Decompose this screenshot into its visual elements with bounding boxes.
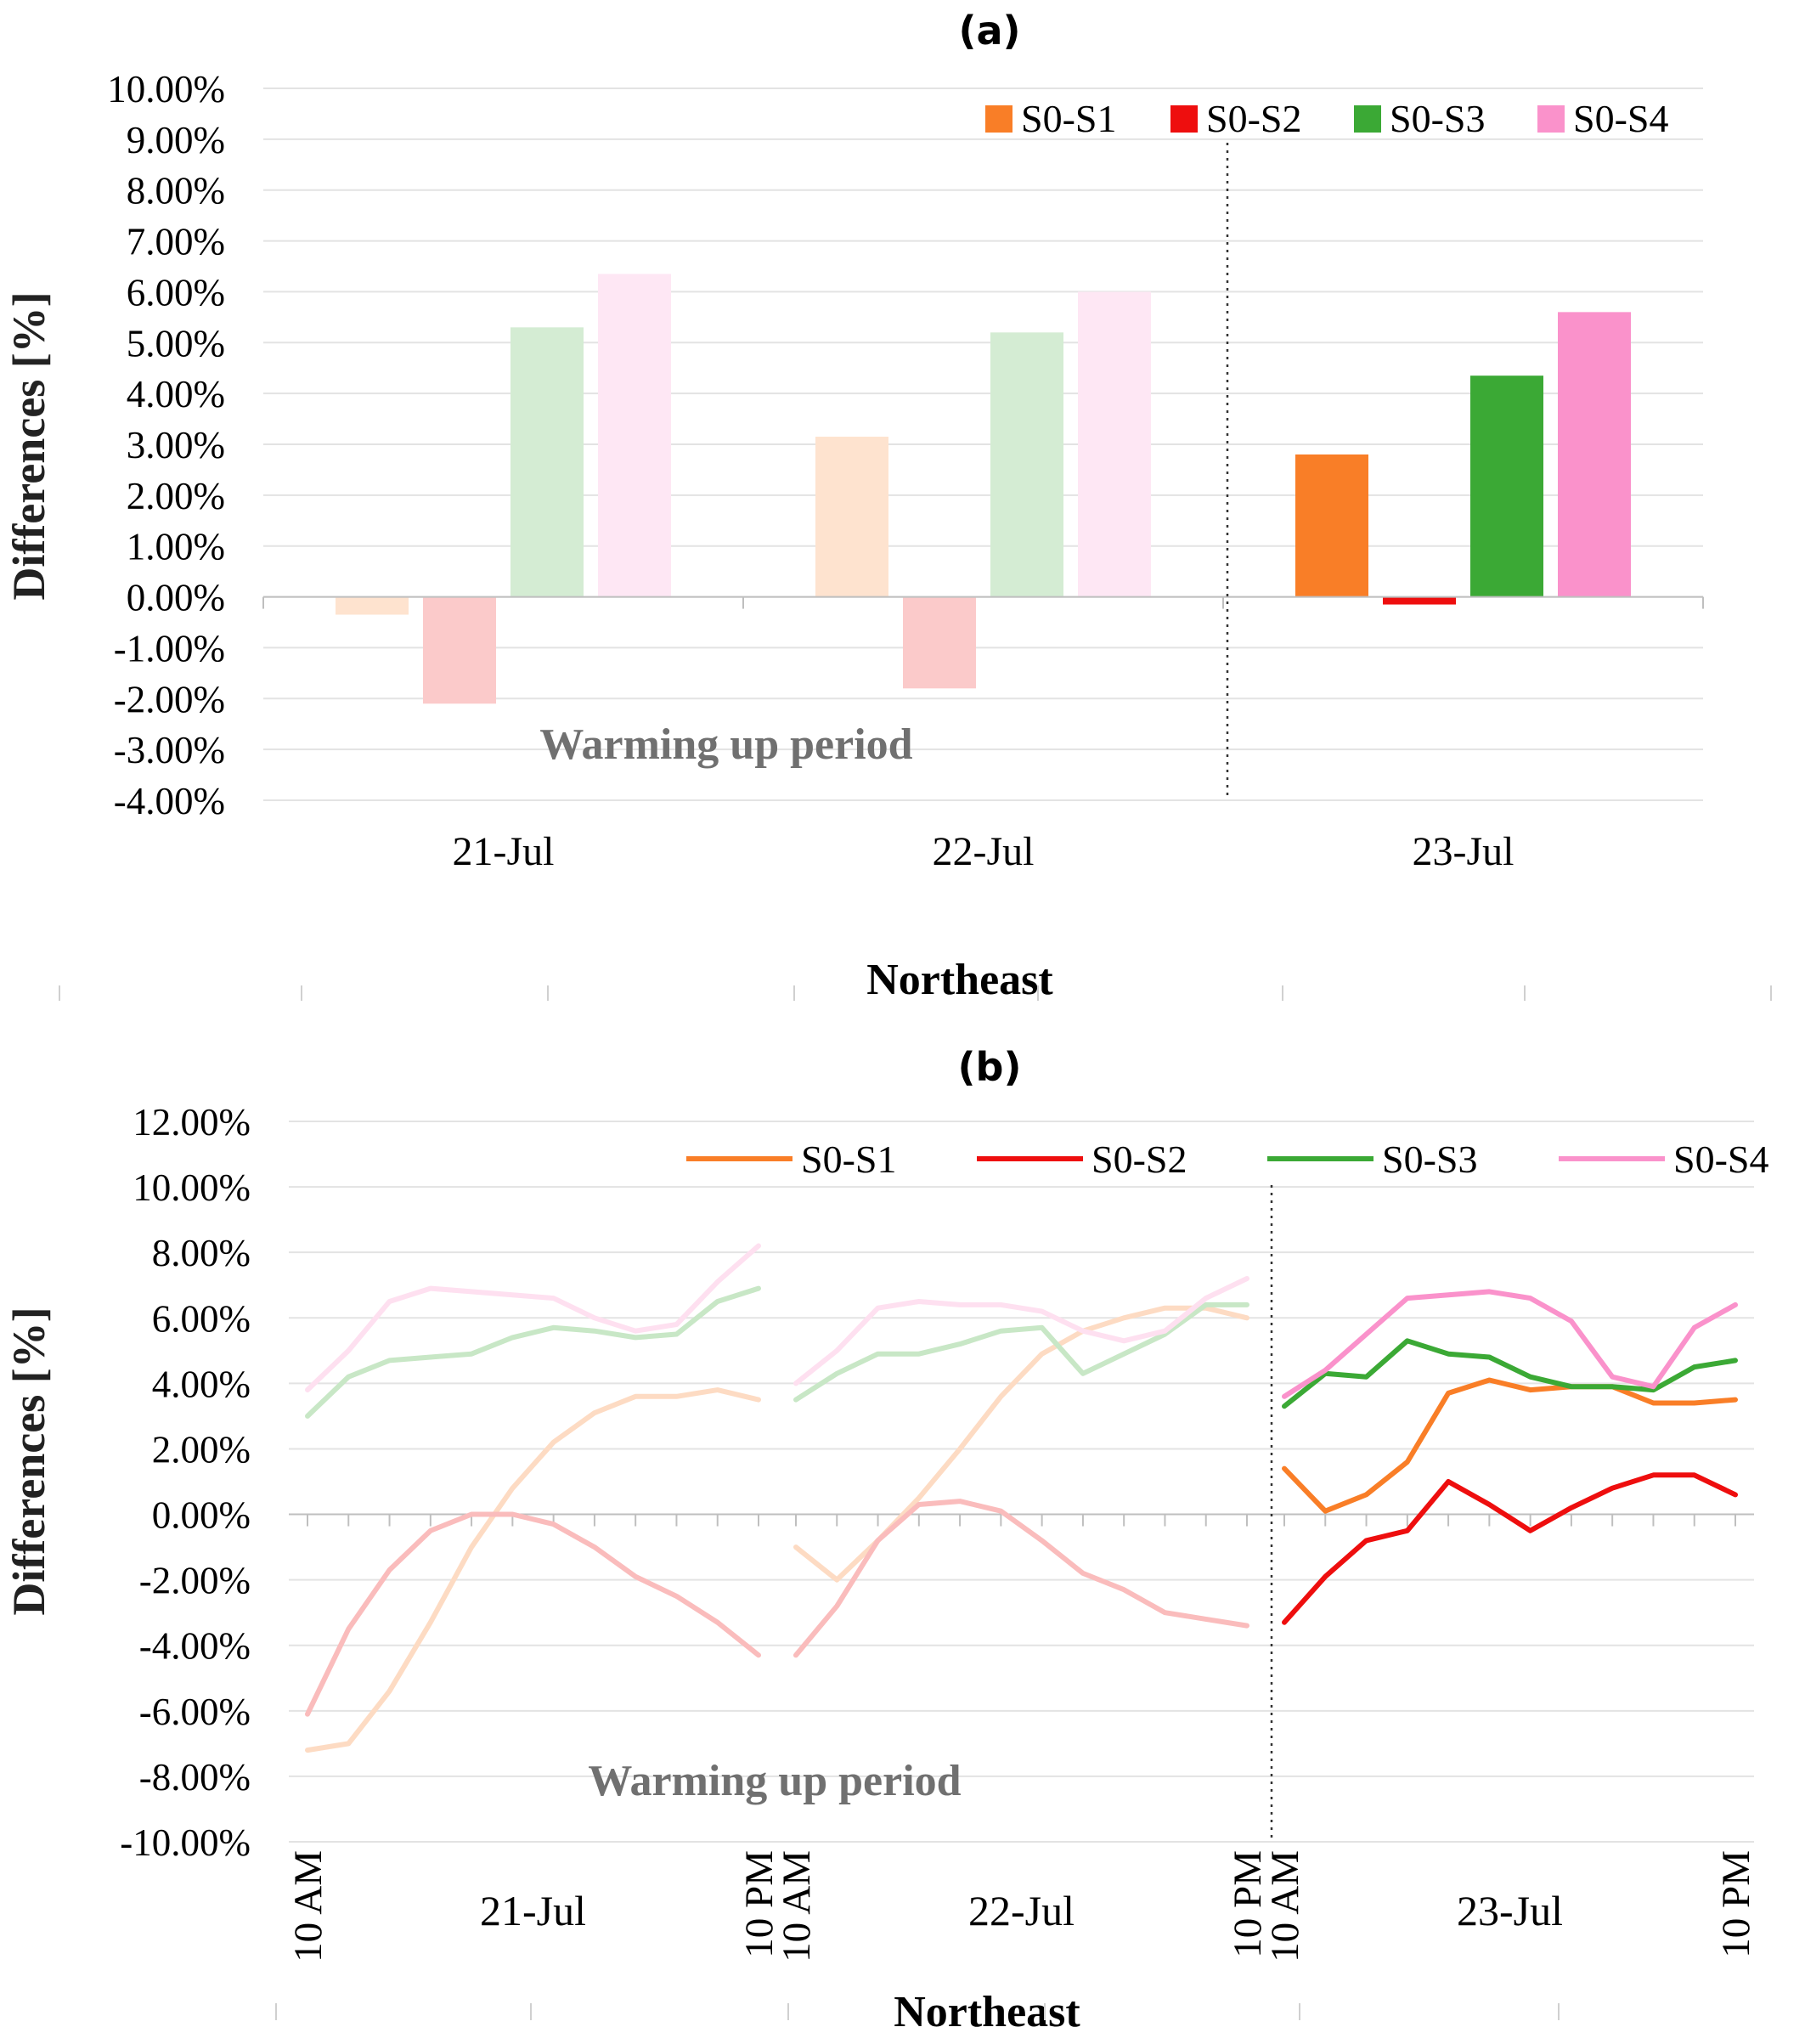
panel-b-y-tick-label: -2.00% xyxy=(139,1560,251,1602)
legend-label-s0-s3: S0-S3 xyxy=(1382,1138,1477,1181)
series-line-s0-s4-23-jul xyxy=(1282,1289,1738,1399)
bar-s0-s4-21-jul xyxy=(598,274,671,597)
panel-b-y-tick-label: -4.00% xyxy=(139,1625,251,1668)
legend-swatch-s0-s4 xyxy=(1537,105,1565,133)
panel-a-x-tick-marks xyxy=(262,596,1704,609)
panel-b-warmup-annotation: Warming up period xyxy=(588,1757,961,1805)
bar-s0-s1-22-jul xyxy=(815,437,888,597)
panel-a-y-tick-label: -3.00% xyxy=(114,729,225,771)
panel-a-y-tick-label: 10.00% xyxy=(107,68,225,110)
panel-a-legend: S0-S1 S0-S2 S0-S3 S0-S4 xyxy=(985,97,1668,140)
panel-b-time-label-start: 10 AM xyxy=(775,1850,819,1962)
bar-s0-s3-22-jul xyxy=(990,332,1063,597)
legend-label-s0-s1: S0-S1 xyxy=(801,1138,896,1181)
panel-a-y-tick-label: 6.00% xyxy=(127,271,225,313)
panel-a-category-label: 21-Jul xyxy=(453,829,555,874)
legend-label-s0-s3: S0-S3 xyxy=(1390,97,1485,140)
panel-b-y-tick-label: -6.00% xyxy=(139,1691,251,1733)
legend-swatch-s0-s3 xyxy=(1354,105,1381,133)
bar-s0-s3-21-jul xyxy=(510,327,584,597)
panel-b-y-tick-label: 4.00% xyxy=(152,1363,251,1405)
legend-label-s0-s4: S0-S4 xyxy=(1573,97,1668,140)
panel-a-frame-ticks xyxy=(59,985,1772,1001)
bar-s0-s2-21-jul xyxy=(423,596,496,704)
bar-s0-s2-23-jul xyxy=(1383,596,1456,605)
panel-b-y-tick-label: 0.00% xyxy=(152,1494,251,1537)
series-line-s0-s3-23-jul xyxy=(1282,1338,1738,1409)
panel-a-category-label: 22-Jul xyxy=(933,829,1035,874)
legend-label-s0-s1: S0-S1 xyxy=(1021,97,1116,140)
series-line-s0-s2-22-jul xyxy=(793,1499,1249,1658)
series-line-s0-s3-21-jul xyxy=(305,1285,761,1419)
panel-a-y-tick-label: 1.00% xyxy=(127,526,225,568)
panel-a-y-tick-label: 3.00% xyxy=(127,424,225,466)
panel-a-y-axis-label: Differences [%] xyxy=(3,291,54,600)
bar-s0-s3-23-jul xyxy=(1470,375,1543,597)
panel-a-y-tick-label: 0.00% xyxy=(127,577,225,619)
panel-b-time-label-start: 10 AM xyxy=(1263,1850,1307,1962)
panel-b-gridlines xyxy=(289,1121,1754,1843)
panel-b-frame-ticks xyxy=(275,2003,1560,2020)
panel-b-legend: S0-S1 S0-S2 S0-S3 S0-S4 xyxy=(686,1138,1768,1181)
panel-b-title: Northeast xyxy=(894,1988,1080,2036)
panel-a-title: Northeast xyxy=(866,956,1053,1004)
panel-b-y-tick-label: 8.00% xyxy=(152,1232,251,1274)
panel-b-time-label-end: 10 PM xyxy=(737,1850,781,1958)
legend-swatch-s0-s1 xyxy=(985,105,1012,133)
panel-a-y-tick-labels: 10.00% 9.00% 8.00% 7.00% 6.00% 5.00% 4.00% 3.00… xyxy=(107,68,225,822)
legend-label-s0-s2: S0-S2 xyxy=(1091,1138,1187,1181)
panel-b-y-tick-label: -10.00% xyxy=(120,1821,251,1864)
panel-a-y-tick-label: 9.00% xyxy=(127,119,225,161)
panel-a-y-tick-label: 4.00% xyxy=(127,373,225,415)
bar-s0-s4-22-jul xyxy=(1078,291,1151,597)
panel-a-category-labels: 21-Jul 22-Jul 23-Jul xyxy=(453,829,1515,874)
panel-b-series-lines xyxy=(305,1243,1738,1753)
series-line-s0-s1-21-jul xyxy=(305,1387,761,1753)
panel-b-day-label: 21-Jul xyxy=(480,1887,586,1934)
legend-label-s0-s2: S0-S2 xyxy=(1206,97,1301,140)
legend-swatch-s0-s2 xyxy=(1170,105,1198,133)
panel-b-y-tick-label: 2.00% xyxy=(152,1428,251,1471)
panel-a-y-tick-label: 8.00% xyxy=(127,170,225,212)
panel-b-day-label: 22-Jul xyxy=(968,1887,1075,1934)
bar-s0-s1-23-jul xyxy=(1295,454,1368,597)
series-line-s0-s1-23-jul xyxy=(1282,1377,1738,1514)
panel-b-y-tick-label: 10.00% xyxy=(133,1166,251,1209)
panel-a-y-tick-label: 7.00% xyxy=(127,221,225,263)
series-line-s0-s3-22-jul xyxy=(793,1301,1249,1403)
panel-a-warmup-annotation: Warming up period xyxy=(539,720,912,769)
panel-a-y-tick-label: 5.00% xyxy=(127,322,225,364)
panel-b-y-tick-label: 6.00% xyxy=(152,1297,251,1340)
panel-b-day-labels: 21-Jul 22-Jul 23-Jul xyxy=(480,1887,1563,1934)
bar-s0-s1-21-jul xyxy=(336,596,409,615)
panel-a-label: (a) xyxy=(958,8,1020,54)
panel-b-time-label-end: 10 PM xyxy=(1226,1850,1270,1958)
panel-a-y-tick-label: -4.00% xyxy=(114,780,225,822)
bar-s0-s2-22-jul xyxy=(903,596,976,689)
panel-b-y-tick-labels: 12.00% 10.00% 8.00% 6.00% 4.00% 2.00% 0.00% -2.… xyxy=(120,1101,251,1864)
panel-b-y-tick-label: -8.00% xyxy=(139,1756,251,1798)
panel-b-y-axis-label: Differences [%] xyxy=(3,1307,54,1615)
panel-a-category-label: 23-Jul xyxy=(1413,829,1515,874)
panel-b-y-tick-label: 12.00% xyxy=(133,1101,251,1143)
panel-b-day-label: 23-Jul xyxy=(1457,1887,1563,1934)
panel-b-time-label-start: 10 AM xyxy=(286,1850,330,1962)
panel-a-bar-chart: (a) 10.00% 9.00% 8.00% 7.00% 6.00% 5.00% 4.00%… xyxy=(3,8,1772,1004)
series-line-s0-s2-21-jul xyxy=(305,1511,761,1717)
series-line-s0-s2-23-jul xyxy=(1282,1472,1738,1625)
series-line-s0-s1-22-jul xyxy=(793,1305,1249,1583)
panel-b-label: (b) xyxy=(958,1044,1022,1090)
panel-a-y-tick-label: -2.00% xyxy=(114,678,225,720)
legend-label-s0-s4: S0-S4 xyxy=(1673,1138,1768,1181)
series-line-s0-s4-21-jul xyxy=(305,1243,761,1393)
panel-a-y-tick-label: -1.00% xyxy=(114,627,225,669)
series-line-s0-s4-22-jul xyxy=(793,1276,1249,1386)
panel-a-bars xyxy=(336,274,1631,704)
panel-b-time-label-end: 10 PM xyxy=(1714,1850,1758,1958)
bar-s0-s4-23-jul xyxy=(1558,312,1631,597)
panel-a-y-tick-label: 2.00% xyxy=(127,475,225,517)
panel-b-line-chart: (b) 12.00% 10.00% 8.00% 6.00% 4.00% 2.00% 0.00… xyxy=(3,1044,1768,2036)
